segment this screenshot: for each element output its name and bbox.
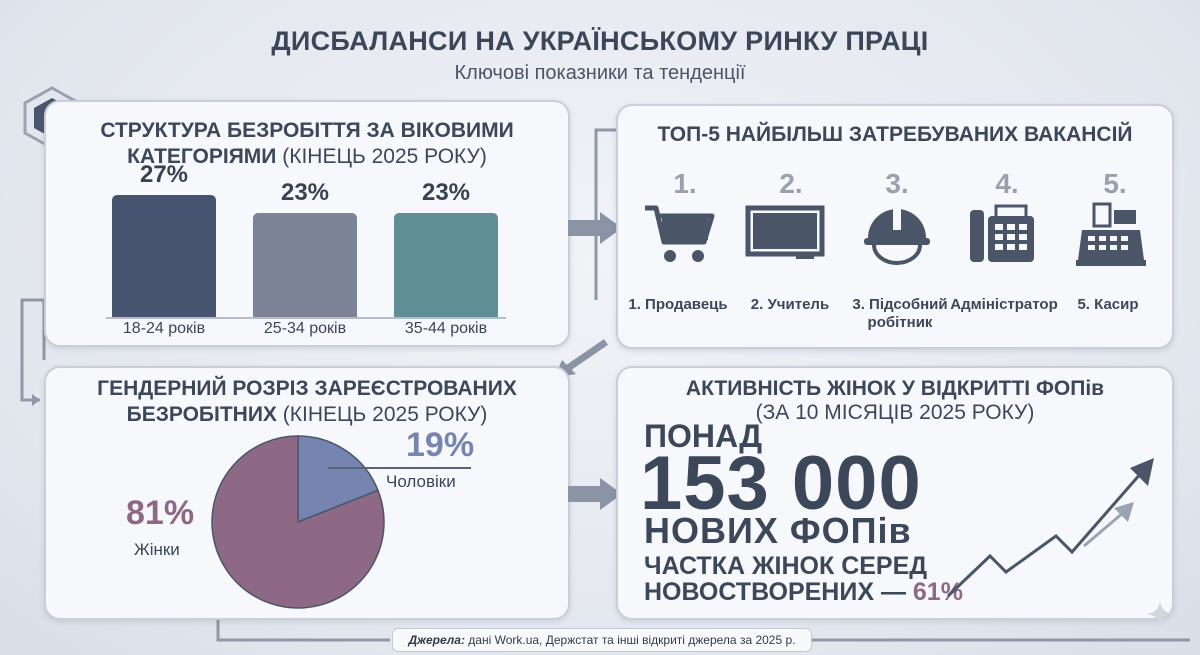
vacancies-title: ТОП-5 НАЙБІЛЬШ ЗАТРЕБУВАНИХ ВАКАНСІЙ — [657, 123, 1133, 146]
gender-title-period: (КІНЕЦЬ 2025 РОКУ) — [276, 403, 488, 426]
gender-title-line1: ГЕНДЕРНИЙ РОЗРІЗ ЗАРЕЄСТРОВАНИХ — [97, 377, 517, 400]
gender-title-line2: БЕЗРОБІТНИХ — [126, 403, 277, 426]
gender-pie-chart — [211, 435, 385, 609]
vacancy-number-4: 4. — [995, 168, 1019, 199]
sparkle-icon — [1146, 600, 1174, 628]
pie-leader-line — [328, 467, 471, 469]
vacancy-number-1: 1. — [673, 168, 697, 199]
bar-category-label-1: 18-24 років — [122, 320, 206, 337]
fop-share-line1: ЧАСТКА ЖІНОК СЕРЕД — [644, 552, 928, 580]
vacancy-number-2: 2. — [779, 168, 803, 199]
vacancy-label-3: 3. Підсобний робітник — [840, 296, 960, 332]
fop-new-label: НОВИХ ФОПів — [644, 510, 912, 551]
pie-value-label-men: 19% — [406, 426, 475, 464]
gender-card: ГЕНДЕРНИЙ РОЗРІЗ ЗАРЕЄСТРОВАНИХ БЕЗРОБІТ… — [44, 366, 570, 620]
gender-title: ГЕНДЕРНИЙ РОЗРІЗ ЗАРЕЄСТРОВАНИХ БЕЗРОБІТ… — [46, 376, 568, 428]
age-title-line1: СТРУКТУРА БЕЗРОБІТТЯ ЗА ВІКОВИМИ — [100, 119, 514, 142]
vacancy-number-5: 5. — [1103, 168, 1127, 199]
age-title-period: (КІНЕЦЬ 2025 РОКУ) — [276, 145, 487, 168]
fop-title-line2: (ЗА 10 МІСЯЦІВ 2025 РОКУ) — [755, 401, 1035, 424]
vacancy-label-1: 1. Продавець — [628, 296, 728, 313]
vacancy-label-5: 5. Касир — [1077, 296, 1139, 313]
arrow-right-icon-2 — [568, 478, 622, 510]
age-title-line2: КАТЕГОРІЯМИ — [127, 145, 277, 168]
vacancy-label-4: Адміністратор — [950, 296, 1058, 313]
bar-value-label-3: 23% — [421, 179, 471, 207]
bar-baseline — [106, 317, 506, 319]
fop-share-value: 61% — [912, 578, 963, 606]
fop-title-line1: АКТИВНІСТЬ ЖІНОК У ВІДКРИТТІ ФОПів — [685, 377, 1105, 400]
fop-share-line2: НОВОСТВОРЕНИХ — 61% — [644, 578, 963, 607]
pie-category-label-men: Чоловіки — [386, 472, 456, 491]
vacancy-label-2: 2. Учитель — [750, 296, 830, 313]
fop-over-label: ПОНАД — [644, 418, 763, 454]
page-subtitle: Ключові показники та тенденції — [454, 62, 746, 84]
vacancy-label-3-line1: 3. Підсобний — [852, 296, 948, 313]
bar-category-label-2: 25-34 років — [263, 320, 347, 337]
bar-category-label-3: 35-44 років — [404, 320, 488, 337]
bar-value-label-1: 27% — [139, 161, 189, 188]
shopping-cart-icon — [645, 205, 715, 262]
chalkboard-icon — [745, 205, 825, 259]
vacancies-card: ТОП-5 НАЙБІЛЬШ ЗАТРЕБУВАНИХ ВАКАНСІЙ 1. … — [616, 104, 1174, 349]
bar-2 — [253, 213, 357, 317]
arrow-right-icon — [568, 212, 622, 244]
fop-card: АКТИВНІСТЬ ЖІНОК У ВІДКРИТТІ ФОПів (ЗА 1… — [616, 366, 1174, 620]
fop-share-text: НОВОСТВОРЕНИХ — — [644, 578, 906, 606]
bar-3 — [394, 213, 498, 317]
cash-register-icon — [1076, 202, 1146, 266]
vacancy-number-3: 3. — [885, 168, 909, 199]
office-phone-icon — [970, 204, 1034, 262]
age-structure-title: СТРУКТУРА БЕЗРОБІТТЯ ЗА ВІКОВИМИ КАТЕГОР… — [46, 118, 568, 170]
source-note: Джерела: дані Work.ua, Держстат та інші … — [392, 628, 812, 652]
bar-1 — [112, 195, 216, 317]
page-title: ДИСБАЛАНСИ НА УКРАЇНСЬКОМУ РИНКУ ПРАЦІ — [271, 26, 929, 56]
hard-hat-icon — [864, 208, 930, 265]
growth-trend-icon — [946, 458, 1154, 598]
bar-value-label-2: 23% — [280, 179, 330, 207]
source-label: Джерела: — [408, 633, 465, 647]
pie-slice-women — [211, 435, 385, 609]
pie-category-label-women: Жінки — [134, 540, 180, 559]
fop-count: 153 000 — [640, 441, 922, 526]
vacancy-label-3-line2: робітник — [867, 314, 933, 331]
pie-slice-men — [297, 435, 379, 524]
pie-value-label-women: 81% — [126, 494, 195, 532]
source-text: дані Work.ua, Держстат та інші відкриті … — [464, 633, 796, 647]
age-structure-card: СТРУКТУРА БЕЗРОБІТТЯ ЗА ВІКОВИМИ КАТЕГОР… — [44, 100, 570, 347]
